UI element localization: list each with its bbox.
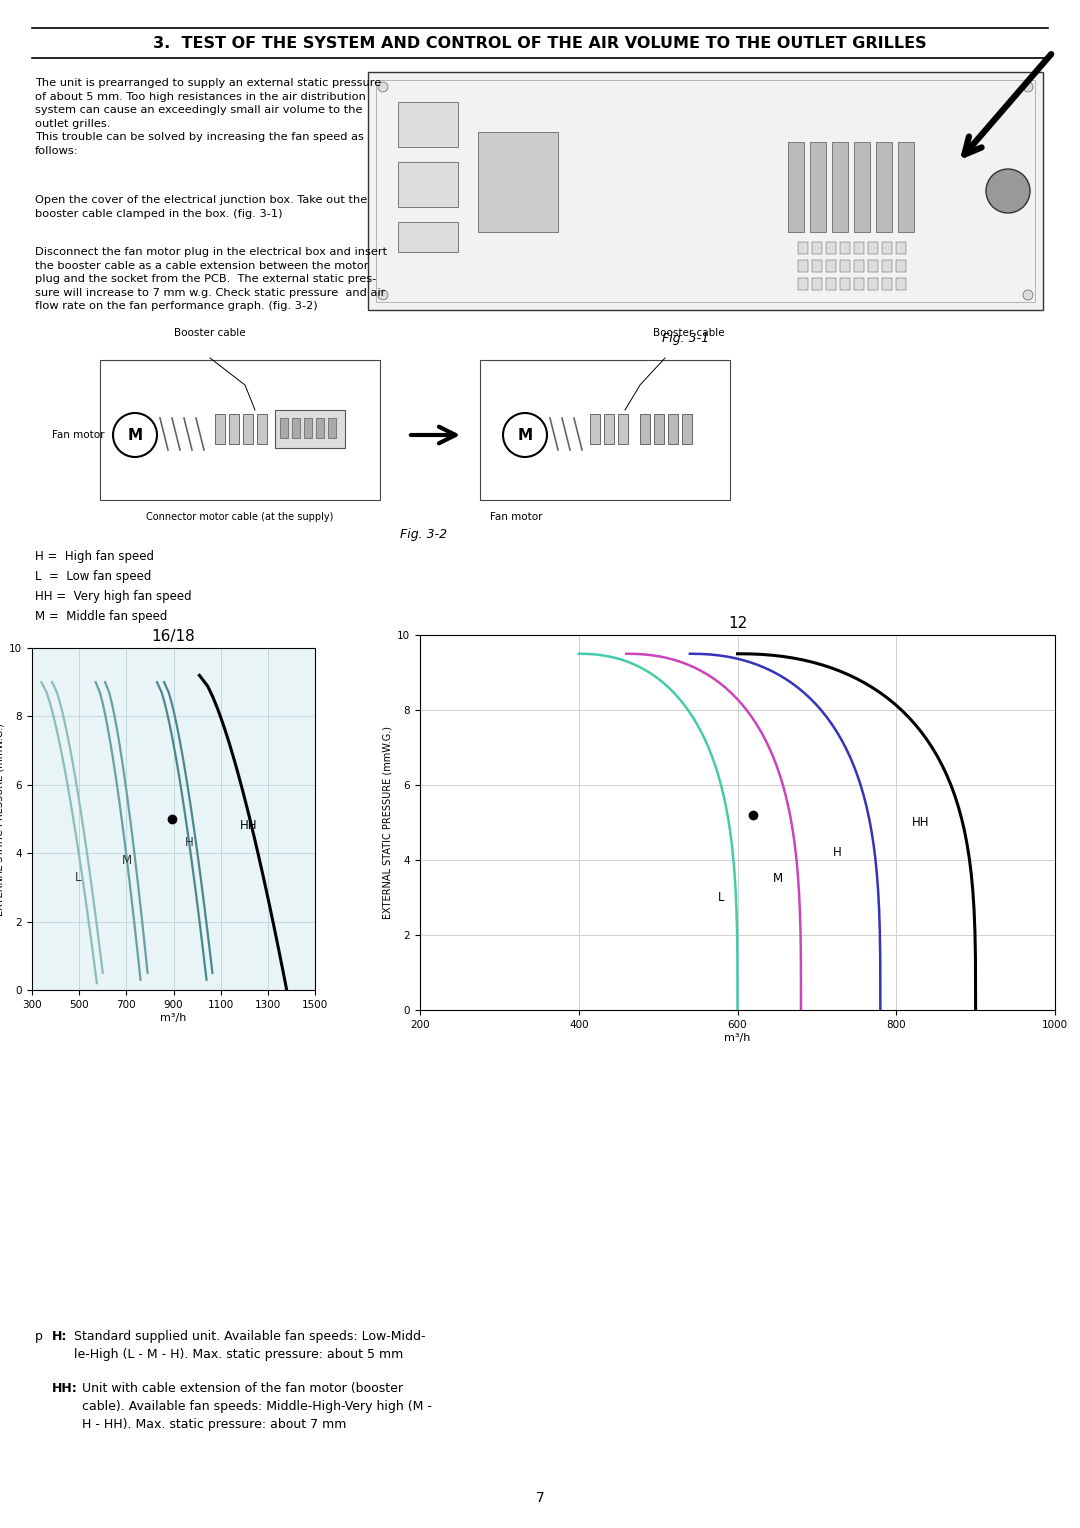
Bar bbox=[798, 241, 808, 254]
Text: p: p bbox=[35, 1329, 43, 1343]
Text: HH: HH bbox=[913, 816, 930, 830]
Bar bbox=[840, 260, 850, 272]
Text: Fig. 3-2: Fig. 3-2 bbox=[400, 529, 447, 541]
Text: H: H bbox=[833, 847, 841, 859]
Bar bbox=[832, 142, 848, 232]
Bar bbox=[812, 260, 822, 272]
Text: 7: 7 bbox=[536, 1491, 544, 1505]
Bar bbox=[840, 278, 850, 290]
Bar bbox=[840, 241, 850, 254]
Bar bbox=[868, 278, 878, 290]
Text: M: M bbox=[122, 854, 132, 866]
Text: H =  High fan speed: H = High fan speed bbox=[35, 550, 154, 562]
Bar bbox=[257, 414, 267, 445]
Bar bbox=[810, 142, 826, 232]
Bar bbox=[854, 142, 870, 232]
Bar bbox=[376, 79, 1035, 303]
Bar bbox=[826, 278, 836, 290]
Bar bbox=[280, 419, 288, 439]
Bar bbox=[100, 361, 380, 500]
Bar bbox=[876, 142, 892, 232]
Bar bbox=[897, 142, 914, 232]
Bar bbox=[640, 414, 650, 445]
Bar bbox=[480, 361, 730, 500]
Bar bbox=[896, 260, 906, 272]
Bar bbox=[399, 102, 458, 147]
Text: Fan motor: Fan motor bbox=[52, 429, 105, 440]
Bar bbox=[854, 278, 864, 290]
Circle shape bbox=[113, 413, 157, 457]
Text: M: M bbox=[517, 428, 532, 443]
Text: HH =  Very high fan speed: HH = Very high fan speed bbox=[35, 590, 191, 604]
X-axis label: m³/h: m³/h bbox=[160, 1013, 187, 1022]
Text: L  =  Low fan speed: L = Low fan speed bbox=[35, 570, 151, 584]
Bar bbox=[882, 278, 892, 290]
Text: L: L bbox=[75, 871, 81, 883]
Text: Disconnect the fan motor plug in the electrical box and insert
the booster cable: Disconnect the fan motor plug in the ele… bbox=[35, 248, 387, 312]
Title: 12: 12 bbox=[728, 616, 747, 631]
Bar bbox=[590, 414, 600, 445]
Text: Fig. 3-1: Fig. 3-1 bbox=[662, 332, 710, 345]
Title: 16/18: 16/18 bbox=[151, 630, 195, 645]
Bar bbox=[868, 241, 878, 254]
Text: H: H bbox=[186, 836, 194, 850]
Bar bbox=[798, 260, 808, 272]
X-axis label: m³/h: m³/h bbox=[725, 1033, 751, 1042]
Bar bbox=[368, 72, 1043, 310]
Bar bbox=[399, 222, 458, 252]
Text: Open the cover of the electrical junction box. Take out the
booster cable clampe: Open the cover of the electrical junctio… bbox=[35, 196, 367, 219]
Bar bbox=[812, 278, 822, 290]
Circle shape bbox=[378, 83, 388, 92]
Text: M =  Middle fan speed: M = Middle fan speed bbox=[35, 610, 167, 623]
Text: M: M bbox=[127, 428, 143, 443]
Bar bbox=[681, 414, 692, 445]
Text: L: L bbox=[717, 891, 725, 905]
Text: Fan motor: Fan motor bbox=[490, 512, 542, 523]
Text: HH:: HH: bbox=[52, 1381, 78, 1395]
Bar bbox=[292, 419, 300, 439]
Text: Booster cable: Booster cable bbox=[653, 329, 725, 338]
Bar bbox=[798, 278, 808, 290]
Bar bbox=[604, 414, 615, 445]
Bar bbox=[826, 241, 836, 254]
Bar bbox=[316, 419, 324, 439]
Bar bbox=[854, 260, 864, 272]
Circle shape bbox=[1023, 290, 1032, 299]
Text: Standard supplied unit. Available fan speeds: Low-Midd-
le-High (L - M - H). Max: Standard supplied unit. Available fan sp… bbox=[75, 1329, 426, 1361]
Text: HH: HH bbox=[240, 819, 257, 833]
Bar bbox=[868, 260, 878, 272]
Text: M: M bbox=[773, 872, 783, 885]
Bar bbox=[896, 278, 906, 290]
Circle shape bbox=[503, 413, 546, 457]
Bar bbox=[275, 410, 345, 448]
Bar bbox=[303, 419, 312, 439]
Bar bbox=[854, 241, 864, 254]
Bar bbox=[882, 241, 892, 254]
Bar bbox=[812, 241, 822, 254]
Bar bbox=[229, 414, 239, 445]
Bar bbox=[243, 414, 253, 445]
Y-axis label: EXTERNAL STATIC PRESSURE (mmW.G.): EXTERNAL STATIC PRESSURE (mmW.G.) bbox=[383, 726, 393, 918]
Text: 3.  TEST OF THE SYSTEM AND CONTROL OF THE AIR VOLUME TO THE OUTLET GRILLES: 3. TEST OF THE SYSTEM AND CONTROL OF THE… bbox=[153, 35, 927, 50]
Bar bbox=[654, 414, 664, 445]
Bar bbox=[478, 131, 558, 232]
Text: The unit is prearranged to supply an external static pressure
of about 5 mm. Too: The unit is prearranged to supply an ext… bbox=[35, 78, 381, 156]
Y-axis label: EXTERNAL STATIC PRESSURE (mmW.G.): EXTERNAL STATIC PRESSURE (mmW.G.) bbox=[0, 723, 5, 915]
Bar bbox=[788, 142, 804, 232]
Text: H:: H: bbox=[52, 1329, 67, 1343]
Text: Unit with cable extension of the fan motor (booster
cable). Available fan speeds: Unit with cable extension of the fan mot… bbox=[82, 1381, 432, 1432]
Circle shape bbox=[1023, 83, 1032, 92]
Bar bbox=[399, 162, 458, 206]
Text: Connector motor cable (at the supply): Connector motor cable (at the supply) bbox=[146, 512, 334, 523]
Bar bbox=[669, 414, 678, 445]
Bar bbox=[896, 241, 906, 254]
Bar bbox=[618, 414, 627, 445]
Bar bbox=[215, 414, 225, 445]
Bar bbox=[882, 260, 892, 272]
Circle shape bbox=[986, 170, 1030, 212]
Text: Booster cable: Booster cable bbox=[174, 329, 246, 338]
Bar bbox=[826, 260, 836, 272]
Circle shape bbox=[378, 290, 388, 299]
Bar bbox=[328, 419, 336, 439]
